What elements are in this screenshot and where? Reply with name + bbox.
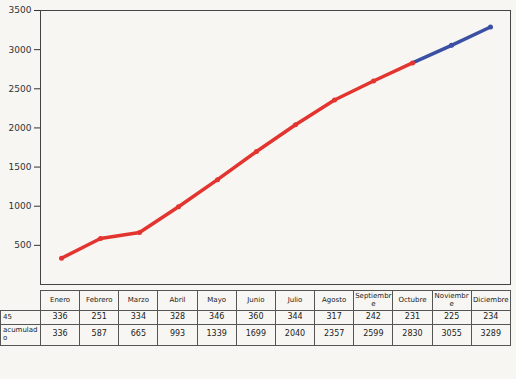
html-text:360: 360 [248, 312, 264, 322]
html-text:Febrero: Febrero [86, 295, 113, 304]
svg-text:1000: 1000 [9, 201, 32, 211]
html-text:1339: 1339 [206, 329, 227, 339]
html-text:231: 231 [404, 312, 421, 322]
html-text:317: 317 [326, 312, 342, 322]
html-text:2599: 2599 [363, 329, 384, 339]
html-text:2040: 2040 [284, 329, 306, 339]
html-text:242: 242 [365, 312, 381, 322]
html-text:344: 344 [287, 312, 303, 322]
html-text:587: 587 [91, 329, 107, 339]
html-text:336: 336 [52, 329, 68, 339]
html-text:Agosto: Agosto [322, 295, 347, 304]
html-text:328: 328 [169, 312, 186, 322]
html-text:3289: 3289 [480, 329, 501, 339]
html-text:225: 225 [444, 312, 460, 322]
svg-text:2500: 2500 [9, 84, 32, 94]
html-text:334: 334 [130, 312, 146, 322]
svg-text:3000: 3000 [9, 45, 32, 55]
html-text:Mayo: Mayo [207, 295, 227, 304]
html-text:2830: 2830 [402, 329, 423, 339]
html-text:3055: 3055 [441, 329, 462, 339]
html-text:Enero: Enero [50, 295, 71, 304]
html-text:2357: 2357 [324, 329, 345, 339]
html-text:993: 993 [169, 329, 186, 339]
svg-text:2000: 2000 [9, 123, 32, 133]
html-text:Abril: Abril [169, 295, 186, 304]
html-text:665: 665 [130, 329, 146, 339]
svg-text:500: 500 [14, 240, 31, 250]
html-text:Julio: Julio [287, 295, 303, 304]
html-text:Diciembre: Diciembre [472, 295, 509, 304]
html-text:acumulado: acumulado [3, 326, 38, 342]
svg-text:1500: 1500 [9, 162, 32, 172]
html-text:234: 234 [483, 312, 499, 322]
html-text:346: 346 [209, 312, 225, 322]
html-text:Noviembre: Noviembre [434, 292, 469, 308]
svg-text:3500: 3500 [9, 5, 32, 15]
html-text:Septiembre: Septiembre [355, 292, 392, 308]
html-text:Marzo: Marzo [127, 295, 149, 304]
html-text:1699: 1699 [245, 329, 266, 339]
html-text:251: 251 [91, 312, 107, 322]
html-text:336: 336 [52, 312, 68, 322]
html-text:45: 45 [3, 312, 12, 321]
html-text:Octubre: Octubre [398, 295, 427, 304]
html-text:Junio: Junio [247, 295, 265, 304]
